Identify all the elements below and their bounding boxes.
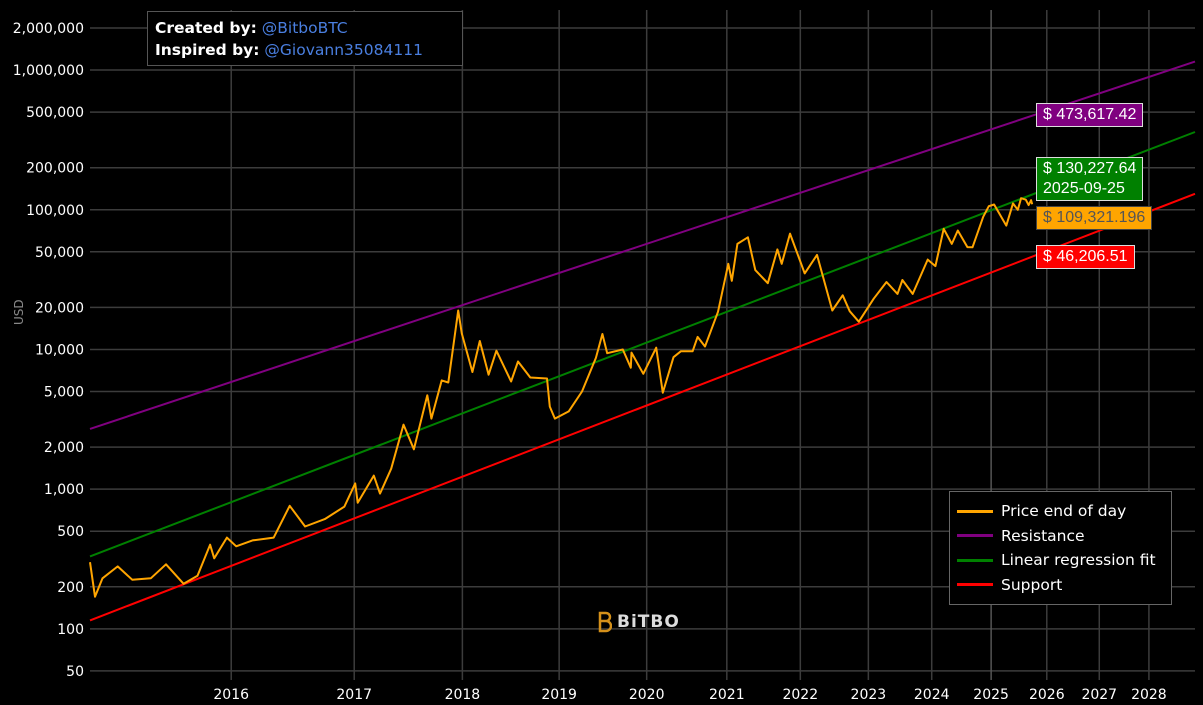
regression-line — [89, 131, 1196, 558]
y-tick-label: 1,000,000 — [13, 63, 84, 79]
x-tick-label: 2025 — [973, 687, 1009, 703]
x-tick-label: 2021 — [709, 687, 745, 703]
x-tick-label: 2019 — [541, 687, 577, 703]
credit-box: Created by: @BitboBTC Inspired by: @Giov… — [147, 11, 463, 66]
y-axis-title: USD — [12, 299, 26, 325]
y-tick-label: 100,000 — [26, 203, 84, 219]
legend: Price end of day Resistance Linear regre… — [949, 491, 1172, 605]
x-tick-label: 2028 — [1131, 687, 1167, 703]
bitbo-logo: BiTBO — [596, 611, 680, 633]
price-value-label: $ 109,321.196 — [1036, 206, 1153, 230]
legend-item-price[interactable]: Price end of day — [957, 499, 1171, 524]
inspired-by-link[interactable]: @Giovann35084111 — [264, 41, 423, 59]
y-axis-labels: 2,000,000 1,000,000 500,000 200,000 100,000 5… — [13, 21, 84, 680]
resistance-line — [89, 60, 1196, 430]
x-tick-label: 2018 — [445, 687, 481, 703]
x-tick-label: 2016 — [213, 687, 249, 703]
created-by-label: Created by: — [155, 19, 257, 37]
y-tick-label: 5,000 — [44, 385, 84, 401]
y-tick-label: 200 — [57, 580, 84, 596]
logo-text: BiTBO — [617, 612, 680, 632]
support-line — [89, 192, 1196, 622]
y-tick-label: 50,000 — [35, 245, 84, 261]
bitbo-logo-icon — [598, 611, 612, 633]
legend-item-support[interactable]: Support — [957, 573, 1171, 598]
legend-swatch — [957, 534, 993, 538]
regression-date: 2025-09-25 — [1043, 180, 1125, 197]
created-by-link[interactable]: @BitboBTC — [261, 19, 348, 37]
y-tick-label: 500,000 — [26, 105, 84, 121]
grid-lines — [90, 10, 1195, 680]
legend-item-regression[interactable]: Linear regression fit — [957, 548, 1171, 573]
price-line — [89, 197, 1034, 598]
x-tick-label: 2027 — [1081, 687, 1117, 703]
y-tick-label: 2,000 — [44, 440, 84, 456]
y-tick-label: 200,000 — [26, 161, 84, 177]
regression-value-label: $ 130,227.64 2025-09-25 — [1036, 157, 1144, 201]
x-tick-label: 2022 — [782, 687, 818, 703]
legend-item-resistance[interactable]: Resistance — [957, 524, 1171, 549]
y-tick-label: 100 — [57, 622, 84, 638]
x-tick-label: 2020 — [629, 687, 665, 703]
resistance-value-label: $ 473,617.42 — [1036, 103, 1144, 127]
legend-swatch — [957, 583, 993, 587]
y-tick-label: 500 — [57, 524, 84, 540]
regression-value: $ 130,227.64 — [1043, 160, 1137, 177]
x-axis-labels: 2016 2017 2018 2019 2020 2021 2022 2023 2024 2025… — [213, 687, 1166, 703]
x-tick-label: 2017 — [336, 687, 372, 703]
series-lines — [89, 60, 1196, 622]
y-tick-label: 20,000 — [35, 300, 84, 316]
x-tick-label: 2026 — [1029, 687, 1065, 703]
inspired-by-label: Inspired by: — [155, 41, 260, 59]
support-value-label: $ 46,206.51 — [1036, 245, 1135, 269]
y-tick-label: 10,000 — [35, 342, 84, 358]
legend-swatch — [957, 558, 993, 562]
y-tick-label: 1,000 — [44, 482, 84, 498]
x-tick-label: 2024 — [914, 687, 950, 703]
legend-swatch — [957, 509, 993, 513]
y-tick-label: 50 — [66, 664, 84, 680]
y-tick-label: 2,000,000 — [13, 21, 84, 37]
x-tick-label: 2023 — [851, 687, 887, 703]
